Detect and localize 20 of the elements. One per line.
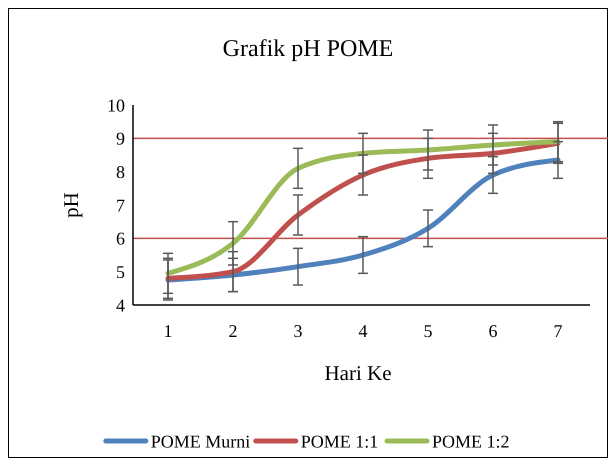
- legend-label: POME Murni: [150, 431, 250, 452]
- x-tick-label: 5: [424, 321, 432, 341]
- x-tick-label: 1: [164, 321, 172, 341]
- x-axis-title: Hari Ke: [324, 361, 392, 385]
- y-tick-label: 10: [107, 95, 125, 116]
- y-tick-label: 8: [116, 162, 125, 182]
- legend-label: POME 1:2: [432, 431, 510, 452]
- y-tick-label: 9: [116, 128, 125, 149]
- x-tick-label: 2: [228, 321, 238, 341]
- x-tick-label: 4: [358, 321, 368, 341]
- x-tick-label: 7: [554, 321, 562, 341]
- x-tick-label: 6: [488, 321, 498, 341]
- y-tick-label: 5: [116, 262, 125, 282]
- chart-title: Grafik pH POME: [222, 36, 394, 62]
- y-tick-label: 7: [116, 195, 125, 216]
- x-tick-label: 3: [294, 321, 302, 341]
- y-tick-label: 6: [116, 228, 125, 249]
- y-axis-title: pH: [59, 192, 83, 218]
- legend-label: POME 1:1: [300, 431, 378, 452]
- y-tick-label: 4: [116, 295, 125, 316]
